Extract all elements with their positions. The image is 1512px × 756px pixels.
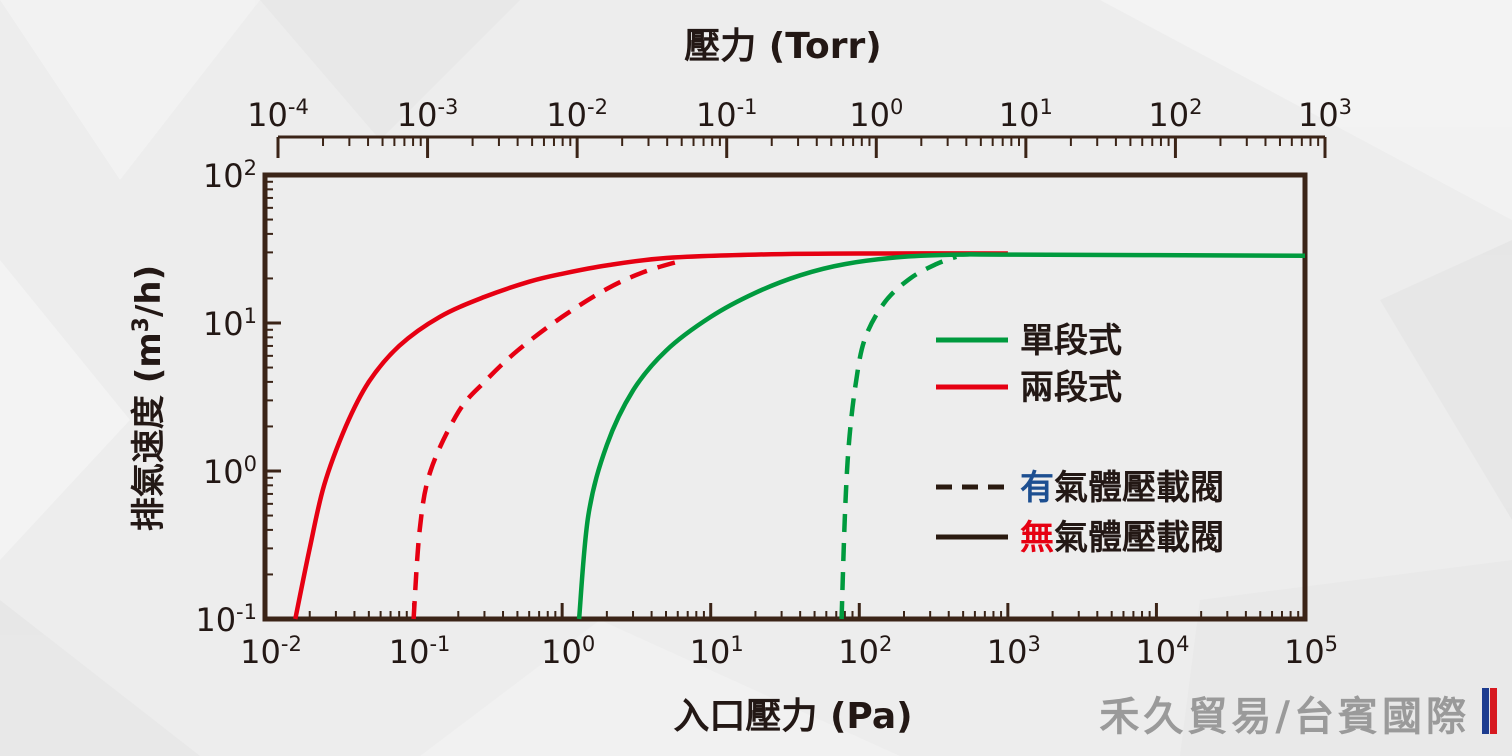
torr-tick-label: 103 [1298,95,1352,134]
x-tick-label: 102 [838,632,892,671]
torr-axis: 10-4 10-3 10-2 10-1 100 101 102 103 [247,95,1352,158]
x-tick-label: 103 [987,632,1041,671]
torr-tick-label: 102 [1148,95,1202,134]
x2-axis-title: 壓力 (Torr) [684,26,881,67]
y-tick-label: 10-1 [195,600,257,639]
torr-tick-label: 100 [849,95,903,134]
y-axis: 10-1 100 101 102 [195,156,281,639]
svg-text:兩段式: 兩段式 [1020,368,1122,408]
y-axis-title: 排氣速度 (m3/h) [129,265,170,531]
x-tick-label: 104 [1135,632,1189,671]
legend-item-single-stage: 單段式 [936,321,1122,361]
torr-tick-label: 10-4 [247,95,309,134]
y-tick-label: 100 [203,452,257,491]
torr-tick-label: 10-1 [696,95,758,134]
legend-item-two-stage: 兩段式 [936,368,1122,408]
x-tick-label: 100 [541,632,595,671]
x-axis: 10-2 10-1 100 101 102 103 104 105 [240,603,1338,671]
legend: 單段式 兩段式 有氣體壓載閥 無氣體壓載閥 [936,321,1224,558]
series-line-1 [411,259,679,620]
x-tick-label: 10-2 [240,632,302,671]
x-tick-label: 101 [690,632,744,671]
y-tick-label: 102 [203,156,257,195]
plot-frame [262,172,1308,622]
series-layer [293,251,1306,620]
torr-tick-label: 10-3 [397,95,459,134]
series-line-3 [839,254,958,620]
torr-tick-label: 101 [999,95,1053,134]
series-line-0 [293,251,1008,620]
legend-item-with-gas-ballast: 有氣體壓載閥 [936,468,1224,508]
x-tick-label: 105 [1284,632,1338,671]
svg-text:無氣體壓載閥: 無氣體壓載閥 [1020,518,1224,558]
x-tick-label: 10-1 [389,632,451,671]
svg-text:單段式: 單段式 [1020,321,1122,361]
brand-flag-icon [1482,688,1497,734]
torr-tick-label: 10-2 [546,95,608,134]
legend-item-without-gas-ballast: 無氣體壓載閥 [936,518,1224,558]
watermark-text: 禾久貿易/台賓國際 [1099,693,1470,740]
series-line-2 [576,252,1306,620]
y-tick-label: 101 [203,304,257,343]
svg-text:有氣體壓載閥: 有氣體壓載閥 [1020,468,1224,508]
x-axis-title: 入口壓力 (Pa) [673,696,912,737]
